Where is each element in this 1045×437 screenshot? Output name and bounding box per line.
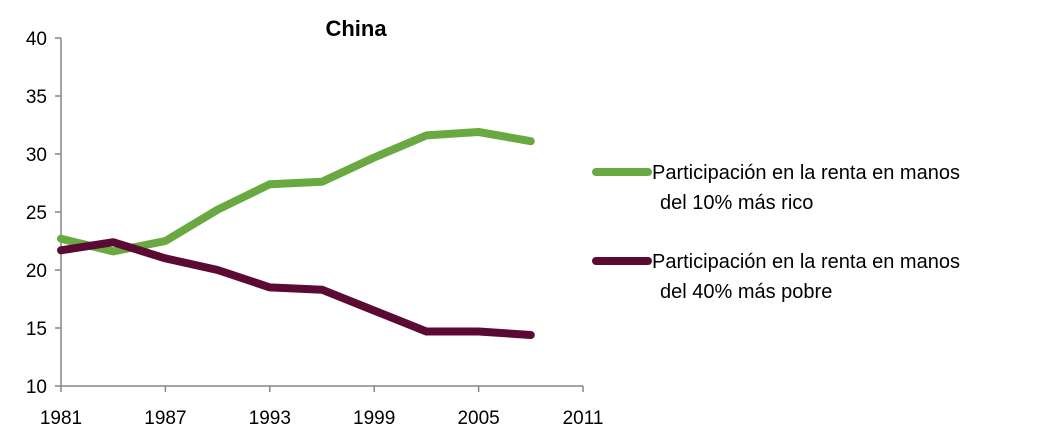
x-tick-label: 2005 xyxy=(457,408,499,429)
series-lines xyxy=(57,128,535,339)
y-tick-label: 10 xyxy=(26,377,47,398)
y-tick-label: 25 xyxy=(26,203,47,224)
legend: Participación en la renta en manos del 10… xyxy=(592,162,960,303)
y-tick-label: 15 xyxy=(26,319,47,340)
y-tick-label: 20 xyxy=(26,261,47,282)
y-tick-label: 40 xyxy=(26,29,47,50)
x-tick-label: 1999 xyxy=(353,408,395,429)
series-line-1 xyxy=(57,128,535,256)
legend-label-2: Participación en la renta en manos del 40… xyxy=(652,251,960,303)
chart-title: China xyxy=(325,16,387,41)
y-tick-label: 30 xyxy=(26,145,47,166)
x-tick-label: 1981 xyxy=(40,408,82,429)
x-tick-label: 1987 xyxy=(144,408,186,429)
legend-label-1: Participación en la renta en manos del 10… xyxy=(652,162,960,214)
x-tick-label: 2011 xyxy=(563,408,604,429)
axes: 10 15 20 25 30 35 40 1981 1987 1993 1999 2005 2011 xyxy=(26,29,604,429)
series-line-2 xyxy=(57,238,535,339)
y-tick-label: 35 xyxy=(26,87,47,108)
x-tick-label: 1993 xyxy=(249,408,291,429)
